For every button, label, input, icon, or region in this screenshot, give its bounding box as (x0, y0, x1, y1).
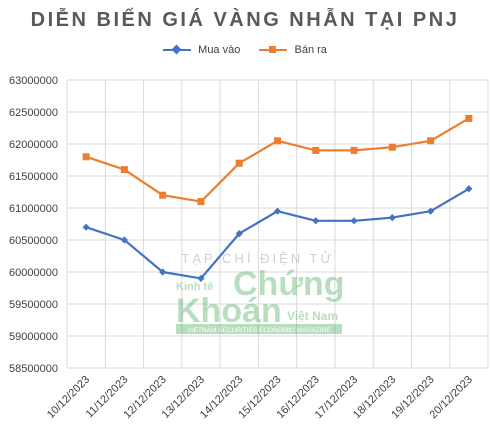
y-tick-label: 58500000 (9, 363, 58, 375)
data-point-sell (465, 114, 473, 122)
data-point-buy (159, 268, 167, 276)
series-group (82, 114, 473, 282)
data-point-sell (82, 153, 90, 161)
y-tick-label: 62000000 (9, 139, 58, 151)
watermark-brand-big-2: Khoán (176, 292, 282, 330)
watermark-tagline-bar (176, 324, 342, 334)
data-point-buy (350, 217, 358, 225)
data-point-sell (350, 146, 358, 154)
data-point-buy (388, 214, 396, 222)
watermark-tagline: VIETNAM SECURITIES ECONOMIC MAGAZINE (187, 327, 331, 334)
data-point-sell (235, 159, 243, 167)
legend-label-sell: Bán ra (294, 44, 327, 57)
watermark-brand-country: Việt Nam (287, 309, 338, 323)
x-axis: 10/12/202311/12/202312/12/202313/12/2023… (45, 374, 475, 421)
data-point-buy (82, 223, 90, 231)
y-tick-label: 62500000 (9, 107, 58, 119)
y-tick-label: 61000000 (9, 203, 58, 215)
data-point-buy (273, 207, 282, 215)
data-point-sell (159, 191, 167, 199)
legend: Mua vào Bán ra (0, 44, 490, 56)
watermark-logo: TẠP CHÍ ĐIỆN TỬ Kinh tế Chứng Khoán Việt… (176, 251, 344, 334)
legend-item-sell: Bán ra (259, 44, 327, 57)
y-tick-label: 60500000 (9, 235, 58, 247)
y-tick-label: 60000000 (9, 267, 58, 279)
data-point-buy (312, 217, 320, 225)
data-point-buy (197, 274, 205, 282)
legend-swatch-sell (259, 46, 288, 54)
data-point-buy (426, 207, 435, 215)
data-point-buy (465, 185, 473, 193)
y-tick-label: 59500000 (9, 299, 58, 311)
watermark-brand-big-1: Chứng (233, 265, 344, 303)
chart-title: DIỄN BIẾN GIÁ VÀNG NHẪN TẠI PNJ (30, 9, 460, 31)
watermark-brand-small: Kinh tế (176, 281, 214, 293)
data-point-sell (120, 166, 128, 174)
data-point-sell (427, 137, 435, 145)
data-point-buy (120, 236, 129, 244)
legend-label-buy: Mua vào (198, 44, 241, 57)
data-point-sell (388, 143, 396, 151)
watermark-line1: TẠP CHÍ ĐIỆN TỬ (181, 251, 334, 266)
data-point-sell (274, 137, 281, 145)
y-tick-label: 63000000 (9, 75, 58, 87)
legend-swatch-buy (163, 44, 192, 55)
data-point-buy (235, 230, 243, 238)
y-tick-label: 61500000 (9, 171, 58, 183)
legend-item-buy: Mua vào (163, 44, 240, 56)
data-point-sell (197, 198, 205, 206)
data-point-sell (312, 146, 320, 154)
y-tick-label: 59000000 (9, 331, 58, 343)
y-axis: 58500000 59000000 59500000 60000000 60500000… (9, 75, 58, 375)
